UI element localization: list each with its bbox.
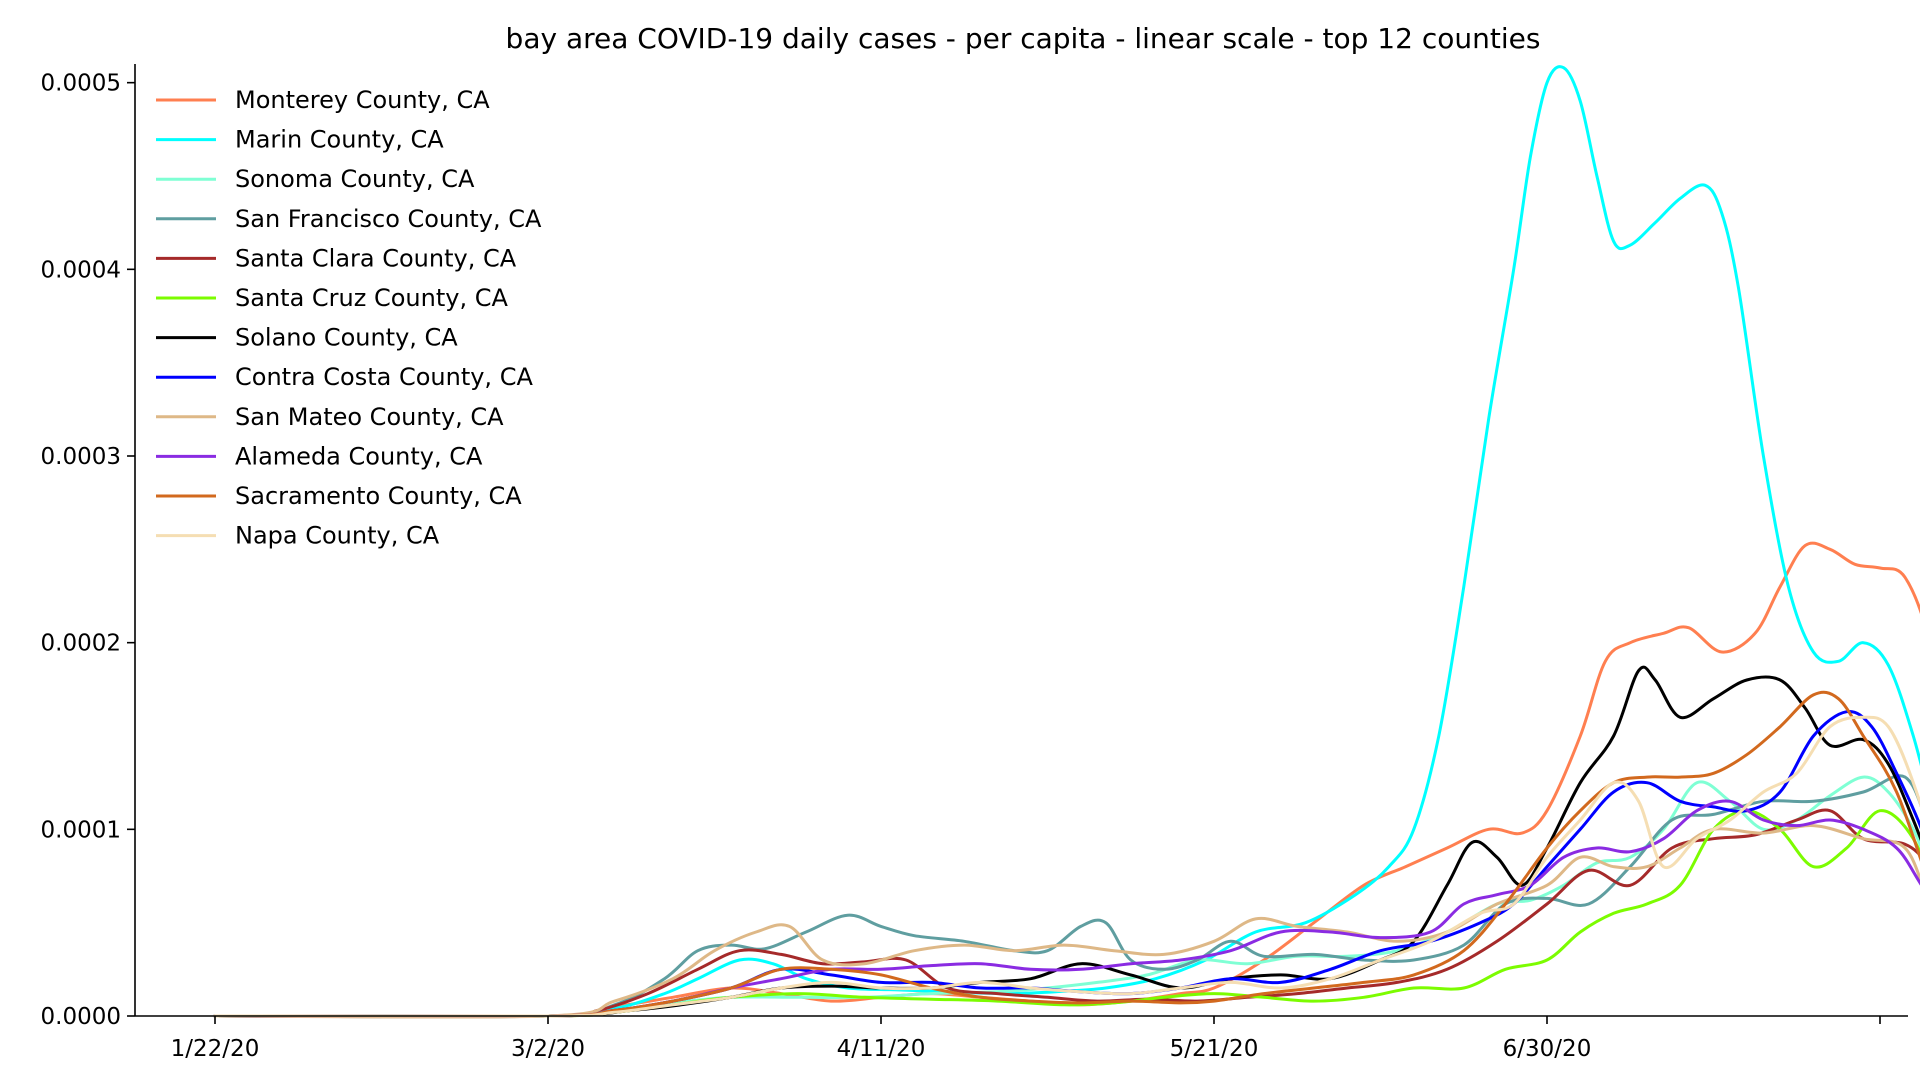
x-ticks: 1/22/20 3/2/20 4/11/20 5/21/20 6/30/20 <box>171 1016 1881 1062</box>
legend: Monterey County, CA Marin County, CA Sonom… <box>156 86 542 550</box>
legend-entry: Marin County, CA <box>235 126 444 154</box>
legend-entry: San Francisco County, CA <box>235 205 542 233</box>
y-ticks: 0.0000 0.0001 0.0002 0.0003 0.0004 0.0005 <box>41 71 135 1030</box>
legend-entry: San Mateo County, CA <box>235 403 504 431</box>
series-line-9 <box>213 824 1920 1019</box>
x-tick-label: 3/2/20 <box>511 1036 585 1062</box>
y-tick-label: 0.0001 <box>41 817 121 843</box>
y-tick-label: 0.0003 <box>41 444 121 470</box>
legend-entry: Monterey County, CA <box>235 86 490 114</box>
y-tick-label: 0.0002 <box>41 631 121 657</box>
x-tick-label: 6/30/20 <box>1503 1036 1592 1062</box>
legend-entry: Sonoma County, CA <box>235 165 475 193</box>
series-line-12 <box>213 715 1920 1018</box>
legend-entry: Sacramento County, CA <box>235 482 522 510</box>
x-tick-label: 4/11/20 <box>837 1036 926 1062</box>
axes <box>134 64 1908 1017</box>
series-line-7 <box>213 665 1920 1018</box>
y-tick-label: 0.0000 <box>41 1004 121 1030</box>
y-tick-label: 0.0004 <box>41 257 121 283</box>
chart-title: bay area COVID-19 daily cases - per capi… <box>506 22 1541 55</box>
series-line-2 <box>213 65 1920 1019</box>
legend-entry: Santa Cruz County, CA <box>235 284 508 312</box>
x-tick-label: 5/21/20 <box>1170 1036 1259 1062</box>
series-layer <box>213 65 1920 1019</box>
series-line-10 <box>213 799 1920 1018</box>
x-tick-label: 1/22/20 <box>171 1036 260 1062</box>
legend-entry: Alameda County, CA <box>235 442 483 470</box>
series-line-11 <box>213 690 1920 1018</box>
legend-entry: Contra Costa County, CA <box>235 363 533 391</box>
legend-entry: Solano County, CA <box>235 324 458 352</box>
y-tick-label: 0.0005 <box>41 71 121 97</box>
series-line-4 <box>213 774 1920 1019</box>
legend-entry: Napa County, CA <box>235 522 440 550</box>
legend-entry: Santa Clara County, CA <box>235 244 517 272</box>
